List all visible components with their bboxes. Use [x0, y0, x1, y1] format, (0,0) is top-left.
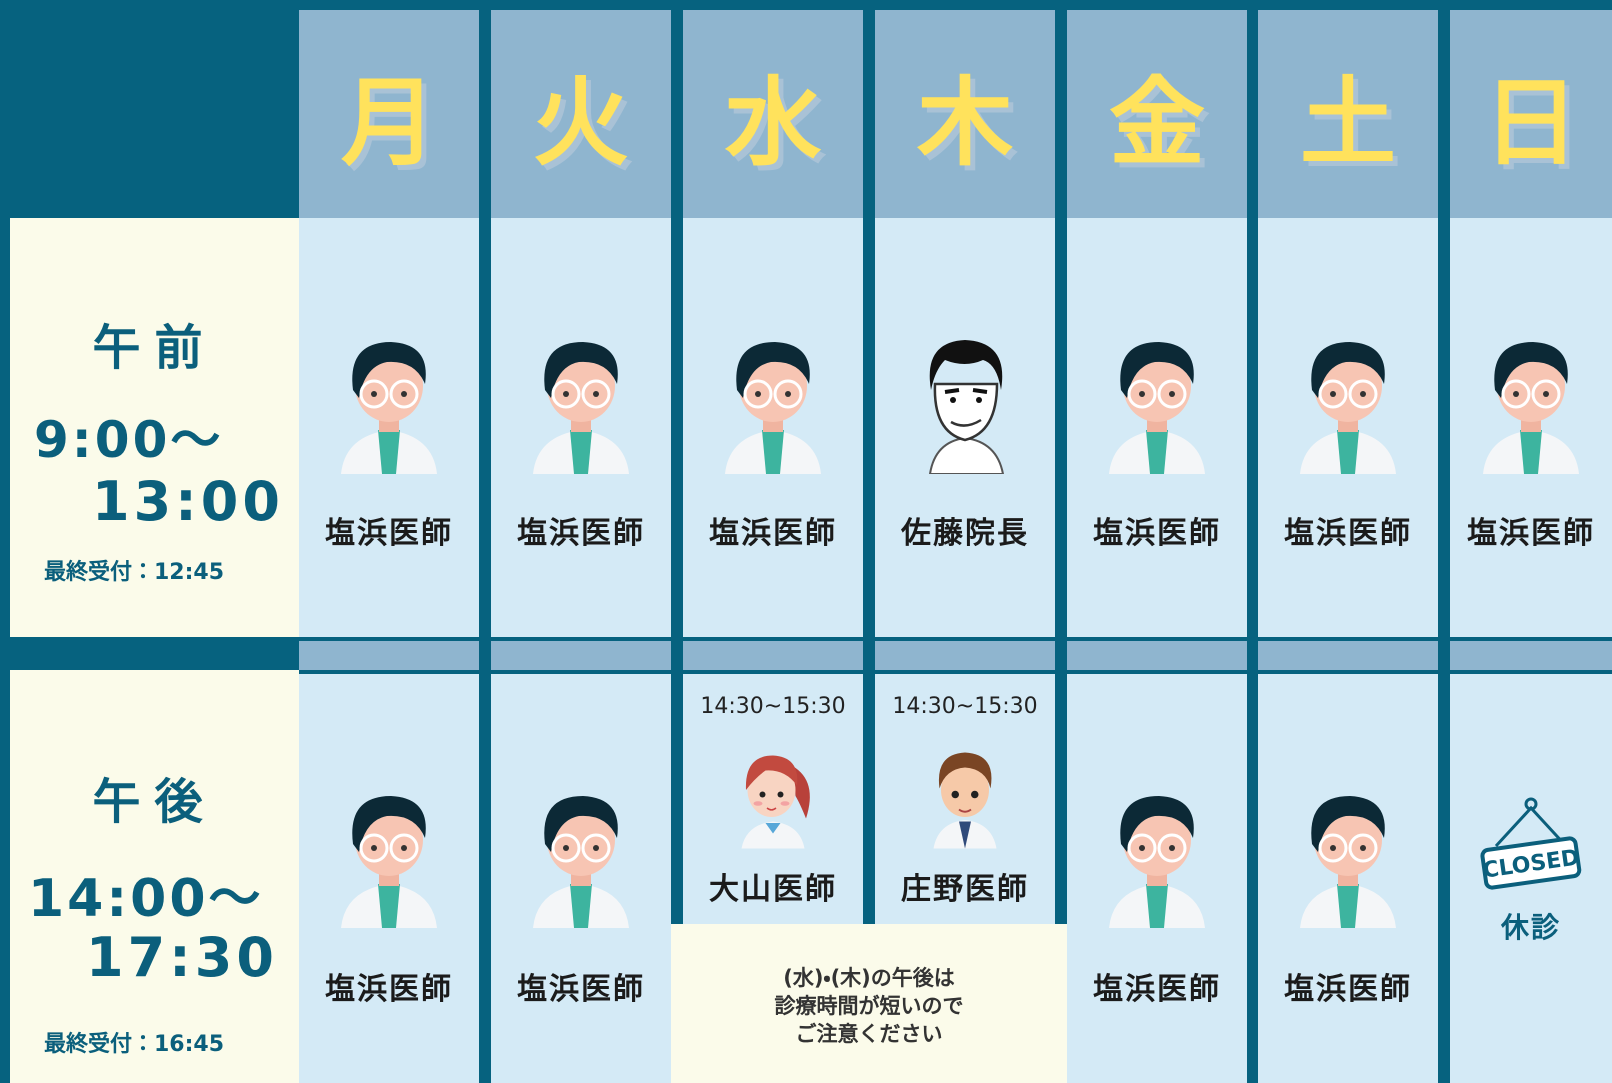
doctor-avatar [933, 752, 997, 849]
doctor-avatar [533, 796, 629, 928]
avatar-wrap [683, 736, 863, 853]
avatar-wrap [1450, 324, 1612, 478]
doctor-name: 塩浜医師 [1093, 972, 1221, 1007]
day-label: 水 [725, 66, 821, 179]
morning-cell: 塩浜医師 [299, 218, 479, 637]
closed-sign: CLOSED [1480, 797, 1582, 890]
separator [683, 641, 863, 670]
day-header: 木 [875, 10, 1055, 218]
doctor-name: 塩浜医師 [517, 516, 645, 551]
separator [1450, 641, 1612, 670]
closed-sign-wrap: CLOSED [1450, 794, 1612, 898]
doctor-avatar [1300, 796, 1396, 928]
day-label: 火 [533, 66, 629, 179]
avatar-wrap [683, 324, 863, 478]
day-label: 金 [1109, 66, 1205, 179]
morning-cell: 佐藤院長 [875, 218, 1055, 637]
doctor-name: 塩浜医師 [1284, 516, 1412, 551]
doctor-name: 庄野医師 [901, 872, 1029, 907]
day-label: 木 [917, 66, 1013, 179]
morning-cell: 塩浜医師 [1067, 218, 1247, 637]
doctor-avatar [725, 342, 821, 474]
separator [491, 641, 671, 670]
doctor-avatar [928, 340, 1005, 475]
doctor-avatar [341, 342, 437, 474]
morning-cell: 塩浜医師 [1450, 218, 1612, 637]
day-header: 月 [299, 10, 479, 218]
separator [299, 641, 479, 670]
avatar-wrap [1067, 324, 1247, 478]
doctor-name: 佐藤院長 [901, 516, 1029, 551]
avatar-wrap [875, 324, 1055, 478]
afternoon-cell: 14:30~15:30 庄野医師 [875, 674, 1055, 924]
afternoon-end: 17:30 [86, 926, 278, 989]
doctor-avatar [1109, 342, 1205, 474]
doctor-name: 塩浜医師 [325, 516, 453, 551]
doctor-name: 塩浜医師 [1467, 516, 1595, 551]
doctor-name: 大山医師 [709, 872, 837, 907]
avatar-wrap [491, 324, 671, 478]
doctor-avatar [1483, 342, 1579, 474]
avatar-wrap [299, 778, 479, 932]
note-box: (水)・(木)の午後は 診療時間が短いので ご注意ください [671, 924, 1067, 1083]
afternoon-cell: 14:30~15:30 大山医師 [683, 674, 863, 924]
doctor-avatar [1109, 796, 1205, 928]
avatar-wrap [1258, 778, 1438, 932]
day-header: 水 [683, 10, 863, 218]
note-line: ご注意ください [795, 1022, 943, 1046]
day-label: 日 [1483, 66, 1579, 179]
afternoon-cell: 塩浜医師 [491, 674, 671, 1083]
avatar-wrap [1067, 778, 1247, 932]
note-line: (水)・(木)の午後は [783, 966, 955, 990]
afternoon-start: 14:00〜 [28, 869, 264, 929]
avatar-wrap [875, 736, 1055, 853]
day-header: 火 [491, 10, 671, 218]
closed-status: 休診 [1500, 911, 1561, 944]
consult-time: 14:30~15:30 [700, 694, 846, 719]
morning-label-cell: 午前 9:00〜 13:00 最終受付：12:45 [10, 218, 299, 637]
avatar-wrap [1258, 324, 1438, 478]
afternoon-label: 午後 [92, 774, 217, 830]
separator [1067, 641, 1247, 670]
afternoon-cell: CLOSED 休診 [1450, 674, 1612, 1083]
doctor-avatar [341, 796, 437, 928]
doctor-name: 塩浜医師 [325, 972, 453, 1007]
doctor-name: 塩浜医師 [517, 972, 645, 1007]
morning-start: 9:00〜 [34, 411, 224, 469]
day-label: 月 [341, 66, 437, 179]
doctor-name: 塩浜医師 [1093, 516, 1221, 551]
morning-cell: 塩浜医師 [491, 218, 671, 637]
afternoon-last-reception: 最終受付：16:45 [44, 1032, 225, 1057]
afternoon-cell: 塩浜医師 [299, 674, 479, 1083]
consult-time: 14:30~15:30 [892, 694, 1038, 719]
morning-cell: 塩浜医師 [1258, 218, 1438, 637]
doctor-name: 塩浜医師 [1284, 972, 1412, 1007]
afternoon-cell: 塩浜医師 [1067, 674, 1247, 1083]
separator [875, 641, 1055, 670]
afternoon-cell: 塩浜医師 [1258, 674, 1438, 1083]
day-header: 金 [1067, 10, 1247, 218]
avatar-wrap [299, 324, 479, 478]
doctor-avatar [533, 342, 629, 474]
day-header: 土 [1258, 10, 1438, 218]
doctor-avatar [1300, 342, 1396, 474]
morning-label: 午前 [92, 320, 217, 376]
day-header: 日 [1450, 10, 1612, 218]
morning-last-reception: 最終受付：12:45 [44, 560, 225, 585]
avatar-wrap [491, 778, 671, 932]
morning-cell: 塩浜医師 [683, 218, 863, 637]
separator [1258, 641, 1438, 670]
day-label: 土 [1300, 66, 1396, 179]
doctor-name: 塩浜医師 [709, 516, 837, 551]
doctor-avatar [741, 755, 810, 849]
note-line: 診療時間が短いので [774, 994, 964, 1018]
morning-end: 13:00 [92, 470, 284, 533]
afternoon-label-cell: 午後 14:00〜 17:30 最終受付：16:45 [10, 670, 299, 1083]
